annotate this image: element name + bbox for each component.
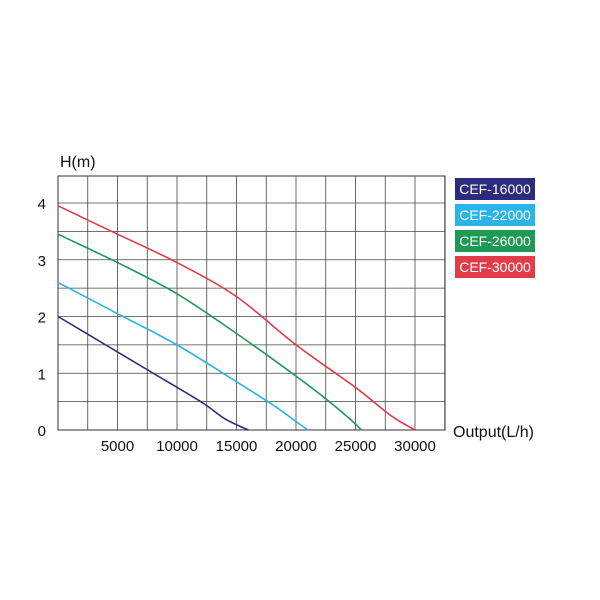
legend-item-cef-22000: CEF-22000 [455, 204, 535, 226]
x-tick-label: 10000 [156, 438, 198, 455]
legend-item-cef-26000: CEF-26000 [455, 230, 535, 252]
x-axis-label: Output(L/h) [453, 424, 534, 441]
y-tick-label: 1 [38, 366, 46, 383]
y-tick-label: 0 [38, 423, 46, 440]
x-tick-label: 30000 [394, 438, 436, 455]
legend-item-cef-16000: CEF-16000 [455, 178, 535, 200]
x-tick-label: 5000 [101, 438, 134, 455]
y-tick-label: 2 [38, 310, 46, 327]
legend: CEF-16000 CEF-22000 CEF-26000 CEF-30000 [455, 178, 535, 278]
plot-frame [57, 175, 446, 431]
series-line-cef-22000 [57, 281, 309, 431]
y-axis-label: H(m) [60, 154, 96, 171]
legend-item-cef-30000: CEF-30000 [455, 256, 535, 278]
series-line-cef-30000 [57, 205, 416, 431]
y-tick-label: 4 [38, 196, 46, 213]
y-tick-label: 3 [38, 253, 46, 270]
x-tick-label: 15000 [216, 438, 258, 455]
x-tick-label: 20000 [275, 438, 317, 455]
series-line-cef-26000 [57, 233, 363, 431]
series-line-cef-16000 [57, 315, 249, 431]
x-tick-label: 25000 [335, 438, 377, 455]
